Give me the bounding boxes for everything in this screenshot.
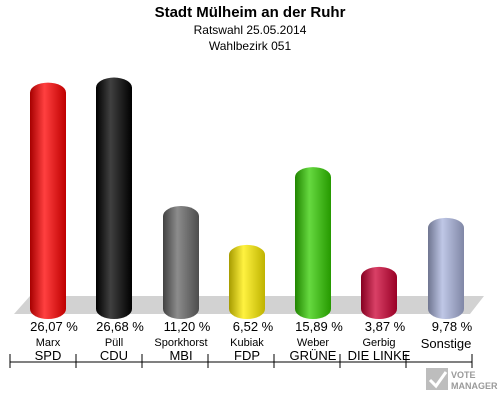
candidate-label: Püll <box>105 337 123 349</box>
chart-subtitle-district: Wahlbezirk 051 <box>209 39 292 53</box>
bar-gr-ne <box>295 167 331 319</box>
watermark-line2: MANAGER <box>451 381 498 391</box>
value-label: 9,78 % <box>432 319 473 334</box>
party-label-group: SPD CDU MBI FDP GRÜNE DIE LINKE Sonstige <box>35 336 472 363</box>
checkmark-icon <box>426 368 448 390</box>
chart-title: Stadt Mülheim an der Ruhr <box>155 4 346 21</box>
value-label: 3,87 % <box>365 319 406 334</box>
candidate-label: Sporkhorst <box>154 337 207 349</box>
bar-spd <box>30 82 66 319</box>
candidate-label-group: Marx Püll Sporkhorst Kubiak Weber Gerbig <box>36 337 396 349</box>
party-label: SPD <box>35 348 62 363</box>
bar-cdu <box>96 77 132 319</box>
watermark-line1: VOTE <box>451 370 476 380</box>
party-label: FDP <box>234 348 260 363</box>
bar-mbi <box>163 206 199 319</box>
candidate-label: Gerbig <box>362 337 395 349</box>
party-label: GRÜNE <box>290 348 337 363</box>
value-label: 15,89 % <box>295 319 343 334</box>
party-label: DIE LINKE <box>348 348 411 363</box>
candidate-label: Kubiak <box>230 337 264 349</box>
party-label: Sonstige <box>421 336 472 351</box>
value-label: 6,52 % <box>233 319 274 334</box>
bar-group <box>30 77 464 319</box>
value-label-group: 26,07 % 26,68 % 11,20 % 6,52 % 15,89 % 3,87 %… <box>30 319 473 334</box>
candidate-label: Marx <box>36 337 61 349</box>
candidate-label: Weber <box>297 337 330 349</box>
chart-subtitle: Ratswahl 25.05.2014 <box>194 23 307 37</box>
value-label: 26,07 % <box>30 319 78 334</box>
bar-die-linke <box>361 266 397 319</box>
bar-fdp <box>229 244 265 319</box>
vote-manager-logo: VOTE MANAGER <box>426 368 498 391</box>
bar-sonstige <box>428 217 464 319</box>
category-separators <box>9 354 473 368</box>
party-label: MBI <box>169 348 192 363</box>
value-label: 26,68 % <box>96 319 144 334</box>
party-label: CDU <box>100 348 128 363</box>
value-label: 11,20 % <box>164 319 211 334</box>
